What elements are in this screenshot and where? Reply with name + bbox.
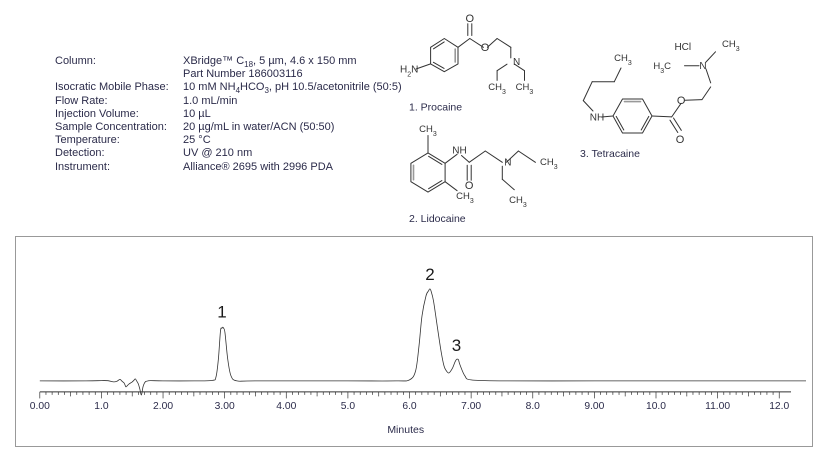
svg-text:2: 2	[425, 265, 434, 284]
svg-text:3.00: 3.00	[215, 401, 235, 412]
svg-text:1.0: 1.0	[94, 401, 109, 412]
svg-text:O: O	[466, 13, 475, 25]
svg-text:NH: NH	[452, 146, 466, 157]
svg-text:6.0: 6.0	[402, 401, 417, 412]
svg-text:O: O	[677, 95, 686, 107]
svg-text:10.0: 10.0	[646, 401, 666, 412]
svg-text:3: 3	[452, 336, 461, 355]
svg-text:11.00: 11.00	[705, 401, 730, 412]
svg-text:N: N	[504, 158, 511, 169]
svg-text:2.00: 2.00	[153, 401, 173, 412]
svg-text:CH3: CH3	[456, 191, 474, 205]
svg-text:4.00: 4.00	[276, 401, 296, 412]
svg-text:CH3: CH3	[540, 157, 558, 171]
svg-text:H2N: H2N	[400, 65, 418, 79]
svg-text:N: N	[513, 57, 520, 68]
svg-text:8.0: 8.0	[526, 401, 541, 412]
svg-text:12.0: 12.0	[769, 401, 789, 412]
svg-text:CH3: CH3	[488, 82, 506, 96]
svg-text:1. Procaine: 1. Procaine	[409, 102, 462, 114]
svg-text:7.00: 7.00	[461, 401, 481, 412]
svg-text:3. Tetracaine: 3. Tetracaine	[580, 148, 640, 160]
svg-text:O: O	[481, 42, 490, 54]
svg-text:NH: NH	[590, 113, 604, 124]
svg-text:9.00: 9.00	[584, 401, 604, 412]
svg-text:HCl: HCl	[674, 42, 691, 53]
svg-text:1: 1	[217, 303, 226, 322]
svg-text:CH3: CH3	[614, 53, 632, 67]
svg-text:0.00: 0.00	[30, 401, 50, 412]
svg-text:H3C: H3C	[653, 61, 671, 75]
svg-text:CH3: CH3	[509, 195, 527, 209]
svg-text:N: N	[699, 61, 706, 72]
svg-text:CH3: CH3	[722, 39, 740, 53]
svg-text:Minutes: Minutes	[387, 424, 424, 436]
svg-text:O: O	[465, 180, 474, 192]
svg-text:5.0: 5.0	[341, 401, 356, 412]
svg-text:CH3: CH3	[516, 82, 534, 96]
svg-text:O: O	[676, 134, 685, 146]
